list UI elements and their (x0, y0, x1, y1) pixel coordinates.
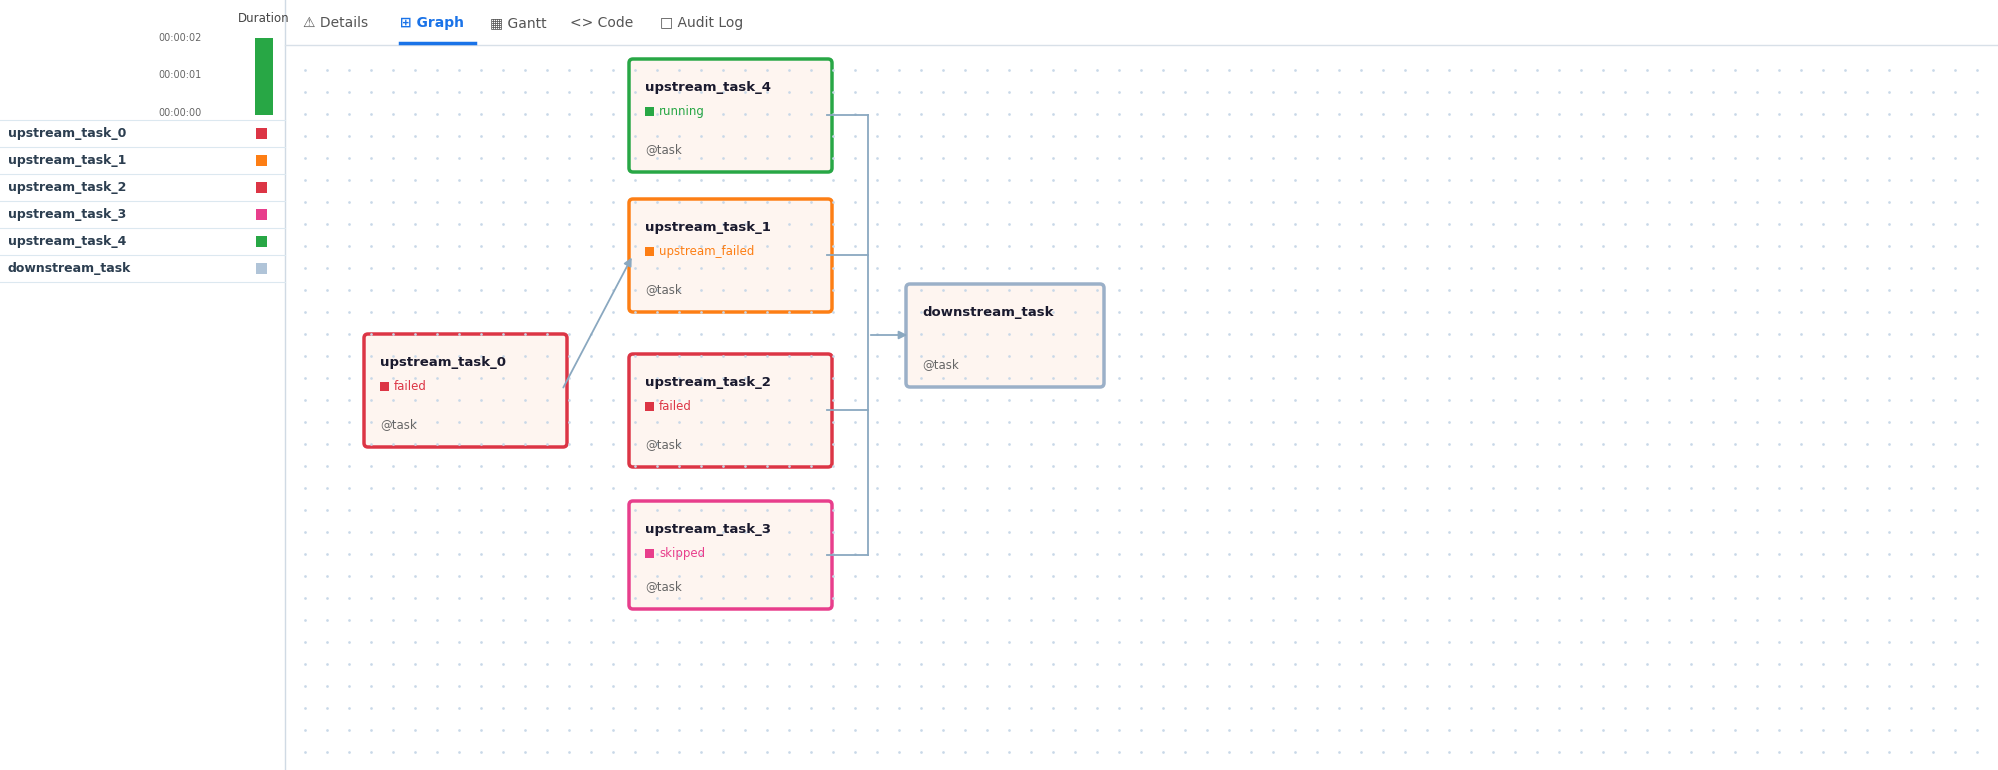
Bar (645, 107, 653, 116)
Text: @task: @task (645, 283, 681, 296)
Text: Duration: Duration (238, 12, 290, 25)
FancyBboxPatch shape (629, 199, 831, 312)
Text: @task: @task (645, 143, 681, 156)
Text: ▦ Gantt: ▦ Gantt (490, 16, 545, 30)
Text: failed: failed (659, 400, 691, 413)
Text: @task: @task (921, 359, 959, 371)
Text: upstream_task_3: upstream_task_3 (8, 208, 126, 221)
Text: <> Code: <> Code (569, 16, 633, 30)
Bar (256, 209, 268, 220)
Text: 00:00:02: 00:00:02 (158, 33, 202, 43)
Text: 00:00:01: 00:00:01 (158, 70, 202, 80)
Bar (256, 155, 268, 166)
Bar (380, 382, 390, 391)
Text: upstream_task_0: upstream_task_0 (380, 356, 505, 369)
FancyBboxPatch shape (364, 334, 567, 447)
Bar (256, 128, 268, 139)
Text: upstream_task_2: upstream_task_2 (8, 181, 126, 194)
Text: 00:00:00: 00:00:00 (158, 108, 202, 118)
Bar (256, 182, 268, 193)
Text: ⊞ Graph: ⊞ Graph (400, 16, 464, 30)
Text: upstream_failed: upstream_failed (659, 245, 753, 257)
FancyBboxPatch shape (629, 501, 831, 609)
Text: downstream_task: downstream_task (8, 262, 132, 275)
Text: skipped: skipped (659, 547, 705, 560)
Text: failed: failed (394, 380, 428, 393)
Text: @task: @task (380, 419, 416, 431)
Text: upstream_task_1: upstream_task_1 (645, 221, 771, 234)
Bar (256, 38, 274, 115)
FancyBboxPatch shape (905, 284, 1103, 387)
Text: ⚠ Details: ⚠ Details (304, 16, 368, 30)
Bar (645, 549, 653, 558)
Text: upstream_task_3: upstream_task_3 (645, 523, 771, 536)
Bar (256, 263, 268, 274)
Text: □ Audit Log: □ Audit Log (659, 16, 743, 30)
Text: @task: @task (645, 581, 681, 594)
Text: running: running (659, 105, 705, 118)
Bar (645, 402, 653, 411)
FancyBboxPatch shape (629, 59, 831, 172)
Text: upstream_task_2: upstream_task_2 (645, 376, 771, 389)
Bar (645, 247, 653, 256)
Bar (256, 236, 268, 247)
Bar (0, 0, 286, 770)
Text: downstream_task: downstream_task (921, 306, 1053, 319)
Text: upstream_task_1: upstream_task_1 (8, 154, 126, 167)
Bar (286, 0, 1998, 45)
Bar (286, 45, 1998, 770)
Text: upstream_task_0: upstream_task_0 (8, 127, 126, 140)
Text: upstream_task_4: upstream_task_4 (8, 235, 126, 248)
Text: upstream_task_4: upstream_task_4 (645, 81, 771, 94)
Text: @task: @task (645, 438, 681, 451)
FancyBboxPatch shape (629, 354, 831, 467)
